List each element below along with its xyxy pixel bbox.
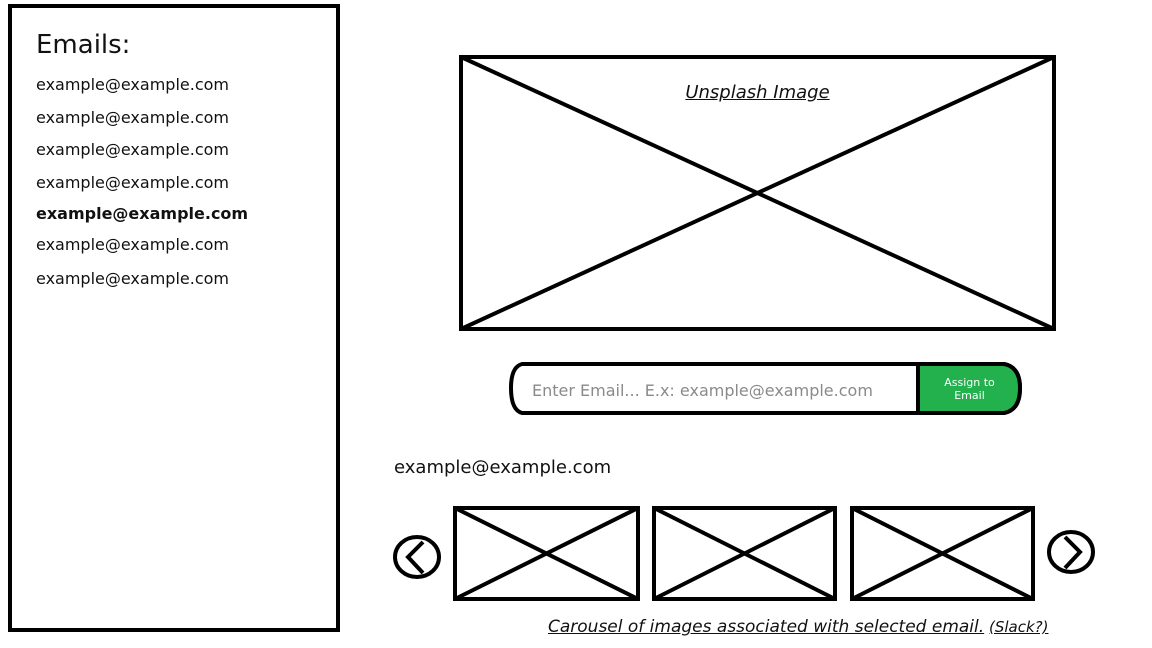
email-list-item[interactable]: example@example.com [36, 108, 229, 127]
assign-to-email-button[interactable]: Assign to Email [922, 366, 1017, 411]
email-list-item[interactable]: example@example.com [36, 140, 229, 159]
carousel-prev-button[interactable] [392, 534, 442, 580]
email-list-item[interactable]: example@example.com [36, 235, 229, 254]
carousel-next-button[interactable] [1046, 529, 1096, 575]
carousel-slide[interactable] [850, 506, 1035, 601]
image-placeholder-icon [652, 506, 837, 601]
email-input[interactable] [530, 374, 914, 406]
image-placeholder-icon [453, 506, 640, 601]
email-list-item[interactable]: example@example.com [36, 173, 229, 192]
chevron-right-circle-icon [1047, 530, 1095, 574]
main-image-placeholder: Unsplash Image [459, 55, 1056, 331]
email-list-item[interactable]: example@example.com [36, 269, 229, 288]
image-placeholder-icon [850, 506, 1035, 601]
carousel-slide[interactable] [652, 506, 837, 601]
email-sidebar: Emails: example@example.com example@exam… [8, 4, 340, 632]
email-list-item-selected[interactable]: example@example.com [36, 204, 249, 223]
carousel-caption-note: (Slack?) [989, 618, 1049, 636]
image-placeholder-icon [459, 55, 1056, 331]
chevron-left-circle-icon [393, 535, 441, 579]
main-image-label: Unsplash Image [685, 82, 830, 103]
sidebar-title: Emails: [36, 30, 131, 60]
email-list-item[interactable]: example@example.com [36, 75, 229, 94]
selected-email-label: example@example.com [394, 457, 612, 478]
carousel-slide[interactable] [453, 506, 640, 601]
carousel-caption: Carousel of images associated with selec… [548, 617, 985, 637]
assign-email-bar: Assign to Email [508, 361, 1022, 416]
